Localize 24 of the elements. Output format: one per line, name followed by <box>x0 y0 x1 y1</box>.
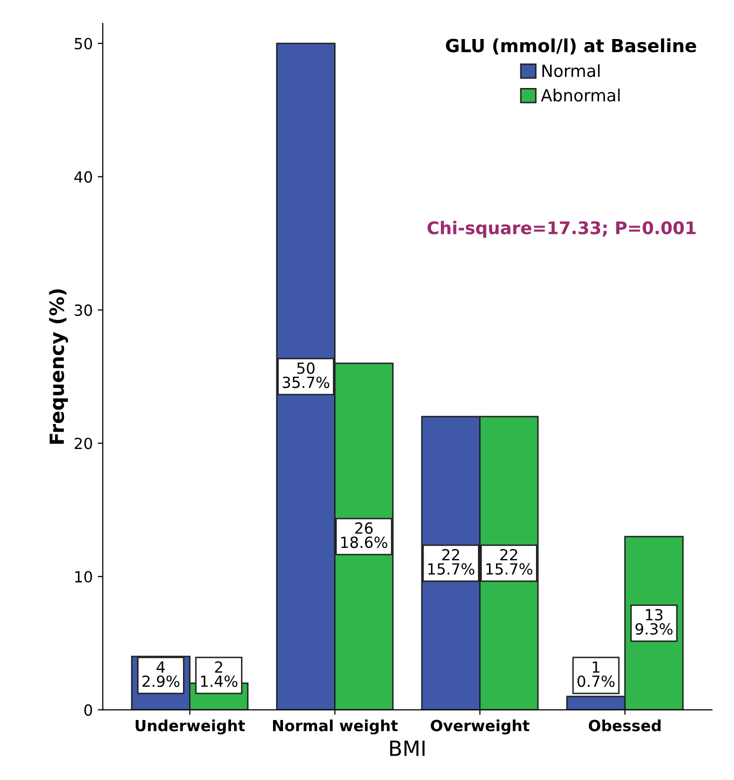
data-label: 1 0.7% <box>578 661 614 688</box>
data-label: 50 35.7% <box>282 362 330 388</box>
data-label: 2 1.4% <box>201 661 238 688</box>
data-label: 22 15.7% <box>428 548 474 575</box>
legend-title: GLU (mmol/l) at Baseline <box>446 38 696 54</box>
y-tick-label: 10 <box>75 570 92 583</box>
data-label: 13 9.3% <box>636 608 673 635</box>
y-tick-label: 50 <box>74 38 92 50</box>
y-tick-label: 20 <box>74 438 92 450</box>
data-label: 4 2.9% <box>142 661 180 688</box>
y-tick-label: 40 <box>74 171 92 183</box>
x-tick-label: Underweight <box>136 720 245 734</box>
y-axis-title: Frequency (%) <box>49 289 68 444</box>
legend-label: Abnormal <box>540 88 620 102</box>
data-label: 22 15.7% <box>486 548 532 575</box>
y-tick-label: 0 <box>84 704 92 716</box>
x-tick-label: Normal weight <box>273 720 398 734</box>
legend-label: Normal <box>542 64 600 78</box>
x-axis-title: BMI <box>390 740 425 756</box>
y-tick-label: 30 <box>74 304 92 316</box>
data-label: 26 18.6% <box>341 522 388 548</box>
annotation: Chi-square=17.33; P=0.001 <box>428 220 696 238</box>
x-tick-label: Obessed <box>588 720 661 732</box>
x-tick-label: Overweight <box>430 720 530 734</box>
